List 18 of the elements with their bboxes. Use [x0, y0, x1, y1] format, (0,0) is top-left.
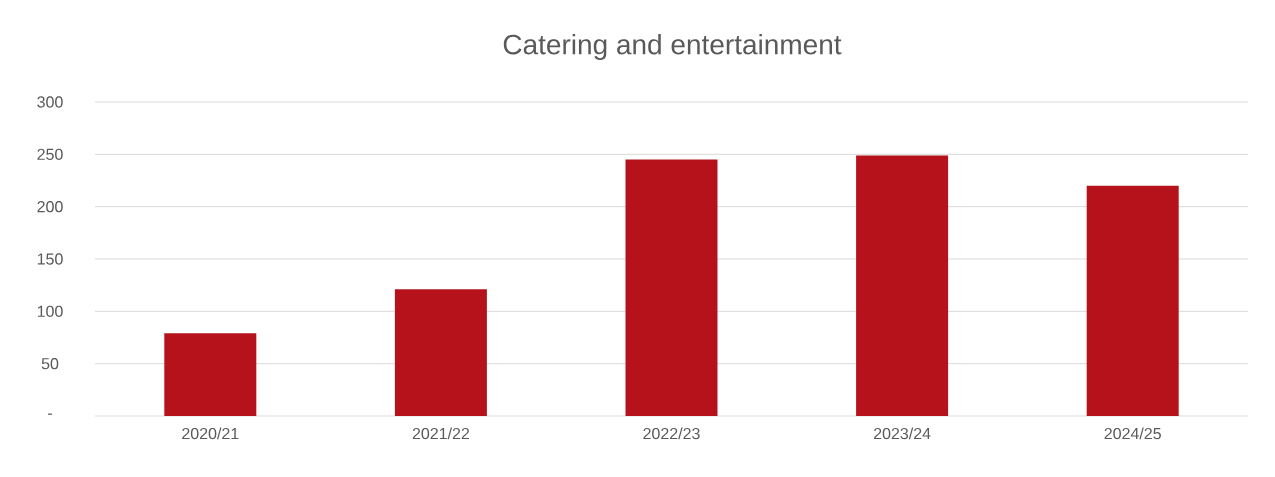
- y-tick-label: 300: [37, 96, 63, 108]
- bar: [164, 333, 257, 416]
- bar: [394, 289, 487, 416]
- y-tick-label: 50: [41, 358, 59, 370]
- y-tick-label: -: [48, 413, 52, 415]
- x-tick-label: 2021/22: [412, 427, 469, 440]
- x-tick-label: 2022/23: [643, 427, 700, 440]
- bar: [856, 155, 949, 416]
- x-tick-label: 2024/25: [1104, 427, 1161, 440]
- bar: [1086, 185, 1179, 416]
- y-tick-label: 150: [37, 253, 63, 265]
- x-tick-label: 2023/24: [873, 427, 931, 440]
- y-tick-label: 100: [37, 305, 63, 317]
- y-tick-label: 250: [37, 148, 63, 160]
- y-tick-label: 200: [37, 201, 63, 213]
- x-tick-label: 2020/21: [182, 427, 239, 440]
- bar: [625, 159, 718, 416]
- chart-title: Catering and entertainment: [503, 33, 842, 61]
